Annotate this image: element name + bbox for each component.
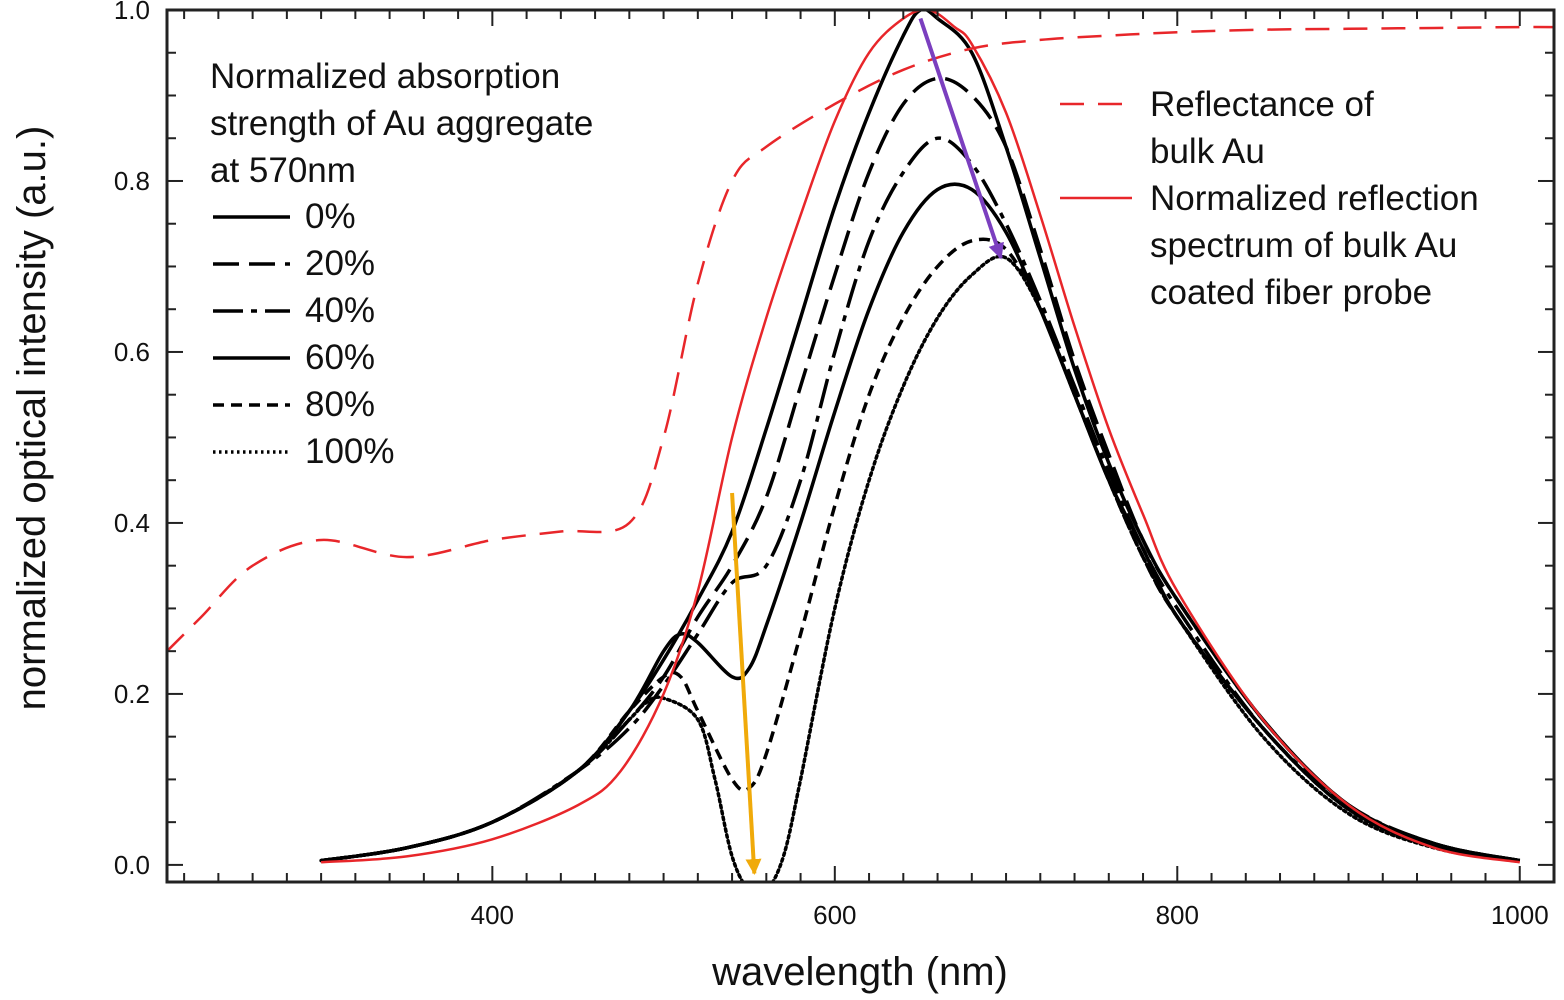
trend-arrow-orange bbox=[730, 492, 762, 876]
trend-arrow-purple bbox=[918, 17, 1004, 260]
legend-entry-label: coated fiber probe bbox=[1150, 273, 1432, 312]
tick-layer: 400 600 800 1000 0.0 0.2 0.4 0.6 0.8 1.0 bbox=[114, 0, 1555, 930]
x-tick-label: 600 bbox=[813, 900, 856, 930]
legend-entry-label: spectrum of bulk Au bbox=[1150, 226, 1457, 265]
y-tick-label: 0.6 bbox=[114, 337, 150, 367]
y-tick-label: 0.2 bbox=[114, 679, 150, 709]
legend-right: Reflectance of bulk Au Normalized reflecti… bbox=[1060, 85, 1479, 312]
legend-entry-label: 20% bbox=[305, 244, 375, 283]
series-line-100 bbox=[319, 254, 1522, 882]
legend-entry-label: 80% bbox=[305, 385, 375, 424]
legend-entry-label: bulk Au bbox=[1150, 132, 1265, 171]
legend-title-line: at 570nm bbox=[210, 151, 356, 190]
legend-entry-label: Reflectance of bbox=[1150, 85, 1374, 124]
legend-entry-label: Normalized reflection bbox=[1150, 179, 1479, 218]
annotation-layer bbox=[730, 17, 1004, 876]
y-tick-label: 1.0 bbox=[114, 0, 150, 25]
x-tick-label: 1000 bbox=[1491, 900, 1549, 930]
y-tick-label: 0.0 bbox=[114, 850, 150, 880]
y-tick-label: 0.8 bbox=[114, 166, 150, 196]
x-tick-label: 400 bbox=[471, 900, 514, 930]
legend-left: Normalized absorption strength of Au aggr… bbox=[210, 57, 593, 471]
series-line-40 bbox=[320, 136, 1521, 863]
y-axis-title: normalized optical intensity (a.u.) bbox=[10, 126, 54, 711]
legend-entry-label: 60% bbox=[305, 338, 375, 377]
legend-title-line: Normalized absorption bbox=[210, 57, 560, 96]
plot-frame bbox=[165, 8, 1556, 884]
legend-entry-label: 0% bbox=[305, 197, 356, 236]
series-line-reflectance-of-bulk-au bbox=[167, 25, 1554, 653]
x-tick-label: 800 bbox=[1156, 900, 1199, 930]
legend-title-line: strength of Au aggregate bbox=[210, 104, 593, 143]
legend-entry-label: 40% bbox=[305, 291, 375, 330]
series-line-80 bbox=[320, 237, 1521, 863]
y-tick-label: 0.4 bbox=[114, 508, 150, 538]
legend-entry-label: 100% bbox=[305, 432, 395, 471]
x-axis-title: wavelength (nm) bbox=[711, 950, 1008, 994]
